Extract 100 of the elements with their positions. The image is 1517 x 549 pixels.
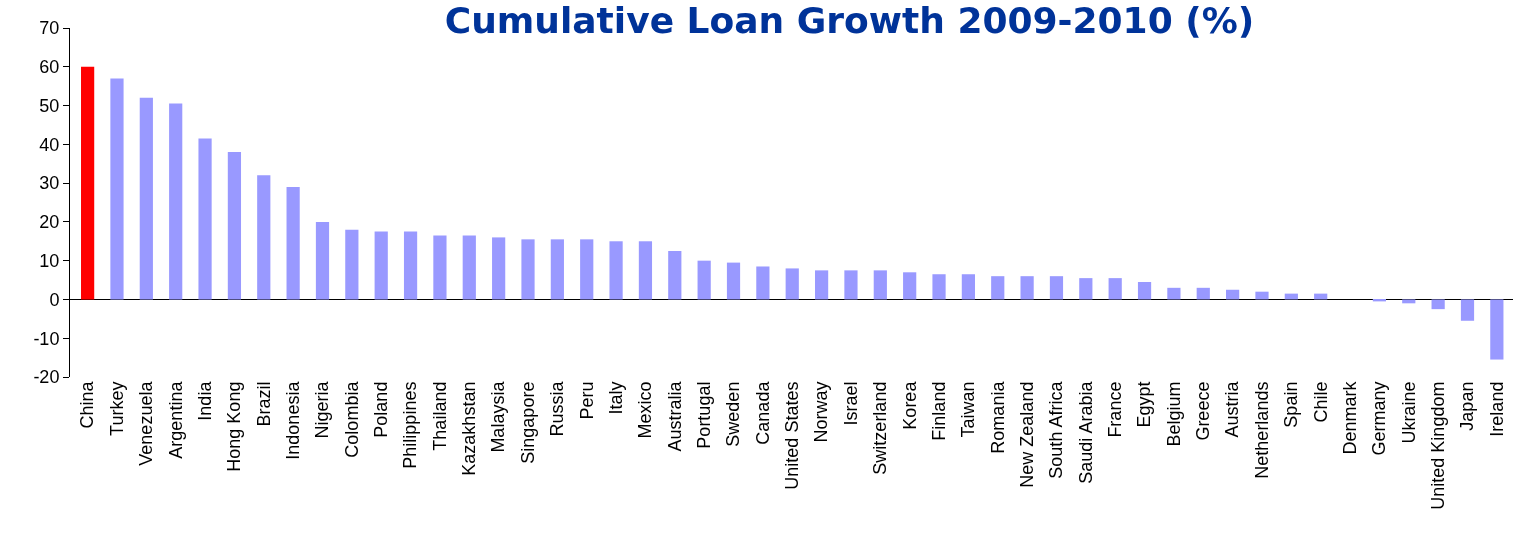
bar [1079,278,1093,300]
x-tick-label: Japan [1457,381,1478,431]
bar [638,241,653,300]
x-tick-label: Netherlands [1251,381,1272,479]
y-tick-label: 30 [39,173,60,194]
bar [1431,299,1445,310]
bar [961,274,975,300]
y-tick-label: 50 [39,95,60,116]
x-tick-label: Australia [664,380,685,452]
x-tick-label: India [194,380,215,421]
bar [1490,299,1504,360]
x-tick-label: Nigeria [312,380,333,439]
bar [315,221,330,300]
bar [1196,287,1210,300]
bar [227,152,242,300]
x-tick-label: Sweden [723,381,744,447]
x-tick-label: Belgium [1163,381,1184,447]
x-tick-label: France [1105,381,1126,438]
x-tick-label: Egypt [1134,381,1155,428]
x-tick-label: Italy [605,381,626,415]
y-tick-label: 40 [39,134,60,155]
x-tick-label: Argentina [165,380,186,459]
x-tick-label: Denmark [1339,380,1360,455]
bar [1020,276,1034,300]
bar [903,272,917,300]
bar [345,229,359,300]
bar [492,237,506,300]
bar [374,231,388,300]
bar [1108,278,1122,300]
bar [1255,291,1269,300]
x-tick-label: China [77,380,98,429]
x-tick-label: Norway [811,381,832,443]
x-tick-label: Ukraine [1398,381,1419,444]
bar [550,239,564,300]
bar [873,270,887,300]
x-tick-label: Venezuela [136,380,157,466]
x-tick-label: Hong Kong [224,381,245,472]
x-tick-label: Kazakhstan [459,381,480,476]
x-tick-label: Canada [752,380,773,445]
x-tick-label: United States [782,381,803,490]
bar [433,235,447,300]
y-tick-label: 70 [39,18,60,39]
x-tick-label: Taiwan [958,381,979,438]
x-tick-label: Russia [547,380,568,437]
x-tick-label: United Kingdom [1427,381,1448,510]
bar [1402,299,1416,304]
bar [697,260,711,300]
x-tick-label: Turkey [106,381,127,436]
y-tick-label: 20 [39,212,60,233]
bar [169,103,183,300]
bar [110,78,124,300]
bar [1460,299,1475,321]
bar [814,270,829,300]
bar [286,186,300,300]
x-tick-label: Chile [1310,381,1331,423]
chart-title: Cumulative Loan Growth 2009-2010 (%) [444,0,1255,42]
bar [785,268,799,300]
bar [844,270,858,300]
x-tick-label: Portugal [694,381,715,449]
x-tick-label: Brazil [253,381,274,427]
bar [198,138,212,300]
bar [726,262,741,300]
x-tick-label: New Zealand [1016,381,1037,488]
bar [257,175,271,300]
x-tick-label: Philippines [400,381,421,469]
x-tick-label: Spain [1281,381,1302,428]
bar [403,231,418,300]
y-tick-label: -10 [33,328,60,349]
bar [991,276,1005,300]
bar [1049,276,1064,300]
bar [1167,287,1181,300]
x-tick-label: Malaysia [488,380,509,453]
x-tick-label: Saudi Arabia [1075,380,1096,484]
x-tick-label: Israel [840,381,861,426]
y-tick-label: 60 [39,57,60,78]
bar [139,97,153,300]
bar [521,239,535,300]
x-tick-label: Peru [576,381,597,420]
y-tick-label: -20 [33,367,60,388]
x-tick-label: Finland [928,381,949,441]
x-tick-label: Thailand [429,381,450,451]
bar [668,250,682,300]
bar [462,235,476,300]
x-tick-label: Singapore [517,381,538,464]
y-tick-label: 0 [49,289,60,310]
x-tick-label: Switzerland [870,381,891,475]
x-tick-label: Germany [1369,381,1390,456]
x-tick-label: Romania [987,380,1008,454]
x-tick-label: Mexico [635,381,656,439]
y-tick-label: 10 [39,250,60,271]
bar [1226,289,1240,300]
bar [609,241,623,300]
x-tick-label: Korea [899,380,920,430]
bar [81,66,95,300]
bar [1137,281,1152,300]
x-tick-label: Colombia [341,380,362,458]
x-tick-label: Greece [1193,381,1214,441]
bar [756,266,770,300]
x-tick-label: South Africa [1046,380,1067,479]
bar [932,274,946,300]
